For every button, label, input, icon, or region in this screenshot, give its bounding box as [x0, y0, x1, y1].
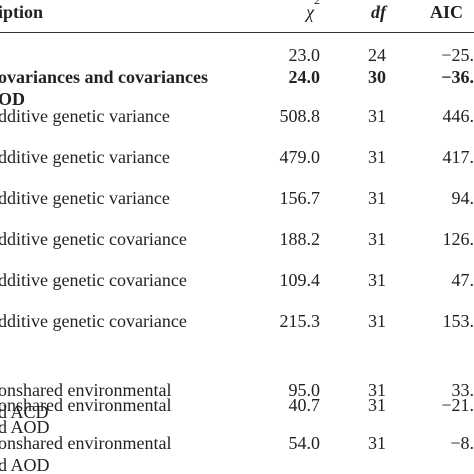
row-df: 31 — [368, 311, 386, 331]
header-df: df — [371, 2, 386, 22]
row-aic: 446. — [442, 106, 474, 126]
row-chi-square: 24.0 — [288, 67, 321, 87]
row-df: 31 — [368, 147, 386, 167]
row-df: 31 — [368, 188, 386, 208]
row-chi-square: 156.7 — [279, 188, 321, 208]
row-df: 24 — [368, 45, 386, 65]
row-df: 31 — [368, 106, 386, 126]
row-description: ovariances and covariances OD — [0, 66, 208, 110]
row-chi-square: 215.3 — [279, 311, 321, 331]
row-chi-square: 188.2 — [279, 229, 321, 249]
row-aic: 126. — [442, 229, 474, 249]
row-description-line: d AOD — [0, 455, 50, 474]
row-aic: 153. — [442, 311, 474, 331]
row-chi-square: 479.0 — [279, 147, 321, 167]
row-description: dditive genetic covariance — [0, 228, 187, 250]
row-df: 31 — [368, 380, 386, 400]
row-chi-square: 54.0 — [288, 433, 321, 453]
header-chi-square: χ2 — [220, 0, 320, 23]
chi-symbol: χ — [306, 2, 314, 22]
row-aic: 33. — [451, 380, 474, 400]
row-description-line: onshared environmental — [0, 433, 172, 453]
row-description-line: dditive genetic variance — [0, 106, 170, 126]
row-aic: 417. — [442, 147, 474, 167]
row-df: 30 — [368, 67, 386, 87]
row-df: 31 — [368, 395, 386, 415]
row-aic: 47. — [451, 270, 474, 290]
row-description: dditive genetic covariance — [0, 269, 187, 291]
row-description-line: dditive genetic covariance — [0, 270, 187, 290]
row-df: 31 — [368, 229, 386, 249]
row-description-line: OD — [0, 89, 25, 109]
header-rule — [0, 32, 474, 33]
row-aic: 94. — [451, 188, 474, 208]
header-description: iption — [0, 2, 44, 22]
row-description-line: ovariances and covariances — [0, 67, 208, 87]
row-chi-square: 40.7 — [288, 395, 321, 415]
row-df: 31 — [368, 270, 386, 290]
row-description-line: onshared environmental — [0, 380, 172, 400]
row-description-line: dditive genetic covariance — [0, 311, 187, 331]
row-description-line: d ACD — [0, 402, 49, 422]
row-description: onshared environmental d ACD — [0, 379, 171, 423]
row-aic: −8. — [450, 433, 474, 453]
row-description: onshared environmental d AOD — [0, 394, 171, 438]
row-description: dditive genetic variance — [0, 187, 170, 209]
row-chi-square: 508.8 — [279, 106, 321, 126]
header-aic: AIC — [430, 2, 464, 22]
row-aic: −25. — [441, 45, 474, 65]
chi-superscript: 2 — [314, 0, 320, 7]
row-chi-square: 95.0 — [288, 380, 321, 400]
row-chi-square: 109.4 — [279, 270, 321, 290]
row-description: dditive genetic covariance — [0, 310, 187, 332]
row-description: dditive genetic variance — [0, 146, 170, 168]
row-description-line: dditive genetic variance — [0, 147, 170, 167]
row-description-line: dditive genetic variance — [0, 188, 170, 208]
row-chi-square: 23.0 — [288, 45, 321, 65]
row-description-line: d AOD — [0, 417, 50, 437]
row-description: dditive genetic variance — [0, 105, 170, 127]
row-description-line: onshared environmental — [0, 395, 172, 415]
row-aic: −21. — [441, 395, 474, 415]
row-df: 31 — [368, 433, 386, 453]
row-description-line: dditive genetic covariance — [0, 229, 187, 249]
row-description: onshared environmental d AOD — [0, 432, 171, 474]
row-aic: −36. — [441, 67, 474, 87]
